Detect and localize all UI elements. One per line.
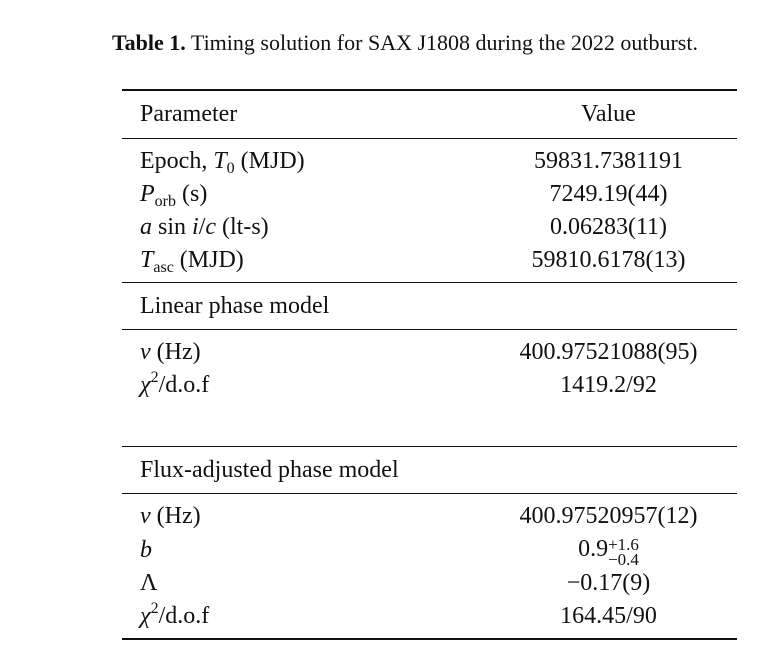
header-row: Parameter Value	[122, 90, 737, 139]
text-segment: (lt-s)	[216, 214, 269, 240]
value-cell: −0.17(9)	[480, 567, 737, 600]
text-segment: /	[198, 214, 206, 240]
text-segment: P	[140, 181, 155, 207]
text-segment: asc	[153, 259, 174, 276]
text-segment: 2	[150, 600, 159, 617]
value-cell: 0.9 +1.6 −0.4	[480, 533, 737, 569]
header-cell: Value	[581, 101, 636, 127]
text-segment: −0.17(9)	[566, 570, 651, 596]
value-cell: 1419.2/92	[480, 369, 737, 447]
text-segment: i	[192, 214, 199, 240]
text-segment: 59831.7381191	[533, 148, 684, 174]
table-header: Parameter Value	[122, 90, 737, 139]
text-segment: 59810.6178(13)	[531, 247, 686, 273]
text-segment: Epoch,	[140, 148, 214, 174]
table-row: ν (Hz) 400.97521088(95)	[122, 330, 737, 370]
table-row: Epoch, T0 (MJD) 59831.7381191	[122, 139, 737, 179]
text-segment: orb	[154, 193, 176, 210]
section: Flux-adjusted phase model ν (Hz) 400.97520…	[122, 446, 737, 639]
upper-error: +1.6	[608, 535, 639, 554]
parameter-cell: χ2/d.o.f	[122, 369, 480, 447]
text-segment: T	[213, 148, 227, 174]
table-row: Tasc (MJD) 59810.6178(13)	[122, 244, 737, 283]
table-row: b 0.9 +1.6 −0.4	[122, 533, 737, 569]
text-segment: (s)	[176, 181, 208, 207]
header-cell: Parameter	[140, 101, 238, 127]
text-segment: /d.o.f	[158, 372, 210, 398]
text-segment: sin	[152, 214, 193, 240]
parameter-cell: χ2/d.o.f	[122, 600, 480, 639]
text-segment: T	[140, 247, 154, 273]
text-segment: ν	[140, 339, 151, 365]
text-segment: b	[140, 536, 152, 563]
caption-text: Timing solution for SAX J1808 during the…	[190, 30, 698, 55]
section-title-row: Linear phase model	[122, 282, 737, 330]
value-cell: 400.97520957(12)	[480, 494, 737, 534]
value-cell: 59810.6178(13)	[480, 244, 737, 283]
parameter-cell: Epoch, T0 (MJD)	[122, 139, 480, 179]
section: Linear phase model ν (Hz) 400.97521088(95)…	[122, 282, 737, 447]
limits: +1.6 −0.4	[608, 535, 639, 569]
lower-error: −0.4	[608, 550, 639, 569]
text-segment: (MJD)	[234, 148, 305, 174]
text-segment: 164.45/90	[560, 603, 657, 629]
table-row: a sin i/c (lt-s) 0.06283(11)	[122, 211, 737, 244]
table-row: Porb (s) 7249.19(44)	[122, 178, 737, 211]
text-segment: Λ	[140, 570, 158, 596]
value-cell: 0.06283(11)	[480, 211, 737, 244]
text-segment: (Hz)	[150, 503, 201, 529]
parameter-cell: b	[122, 533, 480, 567]
text-segment: /d.o.f	[158, 603, 210, 629]
section: Epoch, T0 (MJD) 59831.7381191 Porb (s) 7249…	[122, 139, 737, 283]
parameter-cell: ν (Hz)	[122, 330, 480, 370]
text-segment: c	[205, 214, 217, 240]
text-segment: (MJD)	[173, 247, 244, 273]
section-title-row: Flux-adjusted phase model	[122, 446, 737, 494]
caption: Table 1. Timing solution for SAX J1808 d…	[0, 30, 764, 56]
timing-table: Parameter Value Epoch, T0 (MJD) 59831.738…	[122, 89, 737, 640]
text-segment: χ	[140, 603, 151, 629]
value-cell: 7249.19(44)	[480, 178, 737, 211]
text-segment: χ	[140, 372, 151, 398]
section-title: Linear phase model	[122, 282, 737, 330]
parameter-cell: Porb (s)	[122, 178, 480, 211]
value-cell: 59831.7381191	[480, 139, 737, 179]
text-segment: ν	[140, 503, 151, 529]
text-segment: (Hz)	[150, 339, 201, 365]
text-segment: 400.97521088(95)	[519, 339, 698, 365]
parameter-cell: Λ	[122, 567, 480, 600]
caption-label: Table 1.	[112, 30, 186, 55]
section-title: Flux-adjusted phase model	[122, 446, 737, 494]
parameter-cell: Tasc (MJD)	[122, 244, 480, 283]
table-row: Λ −0.17(9)	[122, 567, 737, 600]
text-segment: 2	[150, 369, 159, 386]
text-segment: a	[140, 214, 152, 240]
parameter-cell: a sin i/c (lt-s)	[122, 211, 480, 244]
text-segment: 0.9	[578, 536, 609, 562]
text-segment: 0	[226, 160, 235, 177]
table-row: χ2/d.o.f 164.45/90	[122, 600, 737, 639]
table-row: χ2/d.o.f 1419.2/92	[122, 369, 737, 447]
text-segment: 7249.19(44)	[549, 181, 668, 207]
text-segment: 400.97520957(12)	[519, 503, 698, 529]
value-cell: 164.45/90	[480, 600, 737, 639]
text-segment: 0.06283(11)	[549, 214, 668, 240]
parameter-cell: ν (Hz)	[122, 494, 480, 534]
value-cell: 400.97521088(95)	[480, 330, 737, 370]
text-segment: 1419.2/92	[560, 372, 657, 398]
table-row: ν (Hz) 400.97520957(12)	[122, 494, 737, 534]
